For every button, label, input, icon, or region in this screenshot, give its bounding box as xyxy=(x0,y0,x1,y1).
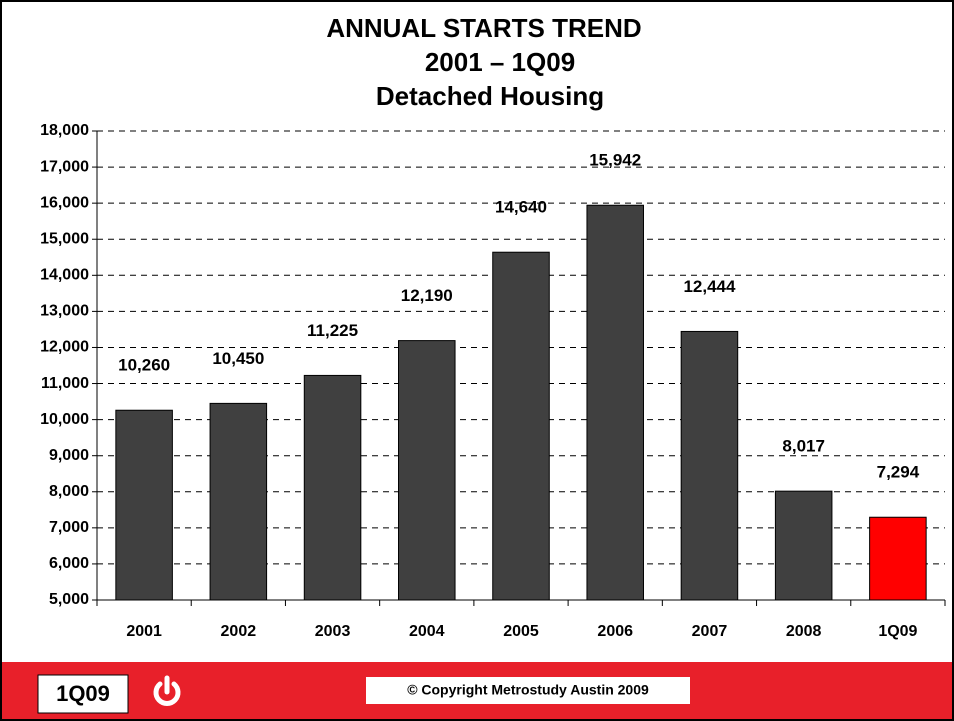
y-tick-label: 17,000 xyxy=(40,158,89,175)
bar xyxy=(492,251,550,601)
logo-icon xyxy=(153,675,181,706)
bar xyxy=(774,490,833,601)
bar xyxy=(586,204,644,601)
y-tick-label: 13,000 xyxy=(40,303,89,320)
value-label: 7,294 xyxy=(877,463,920,482)
bar xyxy=(869,516,927,601)
x-tick-label: 2002 xyxy=(221,623,257,640)
x-tick-label: 2003 xyxy=(315,623,351,640)
footer-badge: 1Q09 xyxy=(56,681,110,706)
y-tick-label: 5,000 xyxy=(49,591,89,608)
x-tick-label: 2004 xyxy=(409,623,445,640)
bar xyxy=(680,330,739,601)
chart-title: 2001 – 1Q09 xyxy=(425,47,575,77)
value-label: 12,190 xyxy=(401,286,453,305)
y-tick-label: 7,000 xyxy=(49,519,89,536)
y-tick-label: 9,000 xyxy=(49,447,89,464)
x-tick-label: 2007 xyxy=(692,623,728,640)
chart-title: Detached Housing xyxy=(376,81,604,111)
x-tick-label: 1Q09 xyxy=(878,623,917,640)
x-tick-label: 2008 xyxy=(786,623,822,640)
x-tick-label: 2001 xyxy=(126,623,162,640)
x-tick-label: 2005 xyxy=(503,623,539,640)
y-tick-label: 10,000 xyxy=(40,411,89,428)
y-tick-label: 16,000 xyxy=(40,194,89,211)
y-tick-label: 18,000 xyxy=(40,122,89,139)
bar xyxy=(303,374,362,601)
y-tick-label: 15,000 xyxy=(40,230,89,247)
bar xyxy=(398,340,456,601)
value-label: 14,640 xyxy=(495,198,547,217)
copyright: © Copyright Metrostudy Austin 2009 xyxy=(407,682,649,698)
y-tick-label: 8,000 xyxy=(49,483,89,500)
y-tick-label: 11,000 xyxy=(41,375,89,392)
y-tick-label: 12,000 xyxy=(40,339,89,356)
value-label: 10,450 xyxy=(212,349,264,368)
y-tick-label: 6,000 xyxy=(49,555,89,572)
value-label: 15,942 xyxy=(589,151,641,170)
bar xyxy=(115,409,173,601)
value-label: 10,260 xyxy=(118,356,170,375)
chart-title: ANNUAL STARTS TREND xyxy=(326,13,641,43)
badge-box xyxy=(37,674,129,714)
y-tick-label: 14,000 xyxy=(40,267,89,284)
x-tick-label: 2006 xyxy=(597,623,633,640)
copyright-box xyxy=(366,677,690,704)
bar xyxy=(209,402,268,601)
value-label: 8,017 xyxy=(782,437,825,456)
value-label: 11,225 xyxy=(307,321,358,340)
value-label: 12,444 xyxy=(683,277,736,296)
